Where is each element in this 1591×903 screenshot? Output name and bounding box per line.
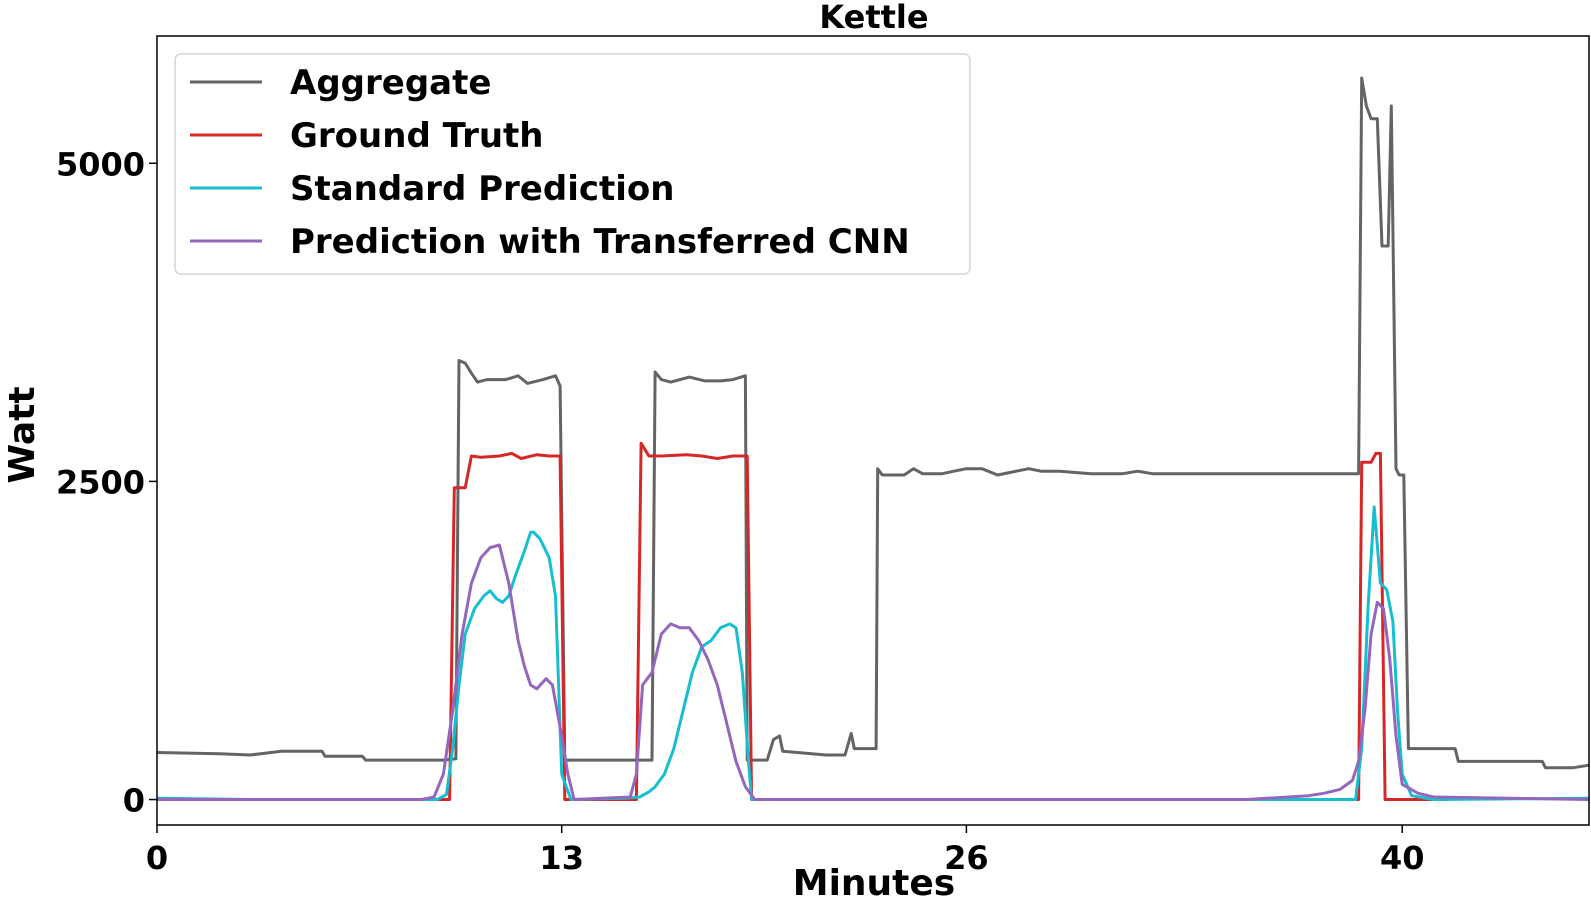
y-tick-label: 0 [123, 782, 145, 820]
plot-area [156, 76, 1590, 801]
x-axis-label: Minutes [793, 863, 955, 903]
series-line-1 [157, 441, 1449, 801]
series-line-0 [156, 76, 1590, 770]
plot-frame [156, 35, 1590, 826]
legend-label: Standard Prediction [290, 169, 674, 209]
series-line-3 [157, 543, 1590, 801]
legend-label: Aggregate [290, 63, 491, 103]
x-tick-label: 0 [146, 839, 168, 877]
legend: Aggregate Ground Truth Standard Prediction… [174, 53, 971, 275]
y-axis-label: Watt [2, 386, 43, 483]
legend-label: Ground Truth [290, 116, 544, 156]
series-line-2 [156, 505, 1590, 801]
chart-title: Kettle [819, 0, 928, 36]
legend-box [174, 53, 971, 275]
x-tick-label: 26 [944, 839, 989, 877]
x-tick-label: 40 [1380, 839, 1425, 877]
legend-label: Prediction with Transferred CNN [290, 222, 910, 262]
axis-ticks: 0 13 26 40 0 2500 5000 [56, 145, 1425, 877]
y-tick-label: 2500 [56, 463, 145, 501]
y-tick-label: 5000 [56, 145, 145, 183]
x-tick-label: 13 [539, 839, 584, 877]
